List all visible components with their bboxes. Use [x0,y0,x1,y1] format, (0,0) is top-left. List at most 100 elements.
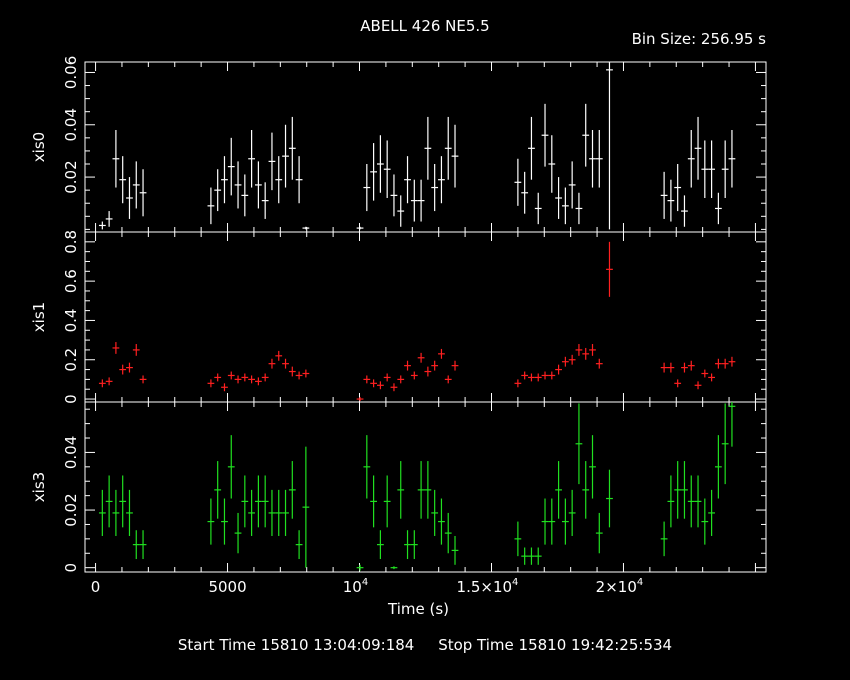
data-point [376,135,384,193]
y-tick-label: 0 [62,394,80,404]
data-point [514,521,522,557]
data-point [431,360,439,371]
data-point [288,366,296,377]
data-point [139,375,147,384]
x-tick-label: 5000 [208,578,246,596]
x-tick-label: 1.5×104 [457,577,519,596]
data-point [112,130,120,188]
data-point [575,344,583,356]
data-point [534,373,542,382]
data-point [275,156,283,204]
panel-frame [84,231,767,403]
data-point [568,489,576,536]
data-point [105,475,113,528]
data-point [534,547,542,565]
y-tick-label: 0.6 [62,269,80,293]
data-point [701,498,709,545]
data-point [383,140,391,198]
y-axis-label: xis3 [30,472,48,502]
data-point [687,130,695,188]
data-point [356,564,364,571]
data-point [417,461,425,519]
data-point [370,379,377,388]
data-point [424,461,432,519]
data-point [548,135,556,193]
data-point [410,530,418,560]
data-point [383,475,391,528]
data-point [410,179,418,222]
data-point [126,362,133,373]
data-point [370,143,377,201]
y-tick-label: 0.04 [62,436,80,469]
data-point [248,489,255,536]
data-point [568,161,576,209]
data-point [721,140,729,198]
data-point [363,435,371,499]
data-point [701,369,709,378]
data-point [214,169,222,212]
data-point [268,358,276,369]
data-point [356,226,364,230]
data-point [528,547,535,565]
data-point [728,356,736,367]
data-point [728,402,736,447]
data-point [98,221,106,230]
data-point [302,369,310,378]
data-point [404,156,411,204]
data-point [667,179,675,222]
data-point [397,375,405,384]
data-point [589,344,596,356]
data-point [234,161,242,209]
data-point [687,475,695,528]
y-tick-label: 0 [62,563,80,573]
data-point [376,381,384,390]
data-point [694,475,702,528]
data-point [568,354,576,365]
data-point [681,195,688,227]
data-point [410,371,418,380]
y-axis-label: xis0 [30,132,48,162]
data-point [112,342,120,354]
data-point [681,461,688,519]
panel-frame [84,401,767,573]
data-point [561,356,569,367]
data-point [555,177,562,219]
data-point [708,373,715,382]
data-point [207,498,215,545]
data-point [431,489,439,536]
data-point [708,489,715,536]
data-point [139,169,147,217]
data-point [589,435,596,499]
data-point [254,475,262,528]
data-point [721,403,729,485]
x-axis-label: Time (s) [388,600,449,618]
data-point [241,475,249,528]
data-point [207,187,215,225]
data-point [268,132,276,191]
data-point [714,192,722,225]
data-point [105,211,113,227]
data-point [227,137,235,196]
data-point [404,530,411,560]
data-point [221,156,228,204]
data-point [694,116,702,180]
data-point [582,103,590,167]
x-tick-label: 2×104 [596,577,644,596]
data-point [548,498,556,545]
y-tick-label: 0.04 [62,108,80,141]
y-tick-label: 0.8 [62,230,80,254]
data-point [302,226,310,230]
data-point [595,358,603,369]
data-point [528,373,535,382]
data-point [105,377,113,386]
data-point [282,358,289,369]
data-point [295,530,303,560]
data-point [548,371,556,380]
data-point [248,375,255,384]
data-point [139,530,147,560]
y-tick-label: 0.02 [62,493,80,526]
data-point [438,348,445,359]
data-point [541,498,549,545]
data-point [302,446,310,568]
data-point [660,521,668,557]
